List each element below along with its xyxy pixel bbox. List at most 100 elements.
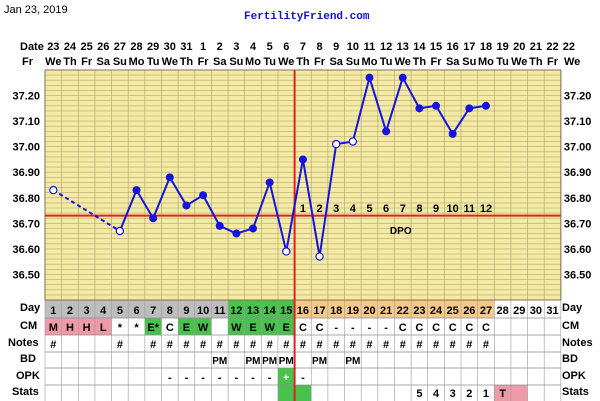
day-value: 14 bbox=[264, 305, 277, 317]
day-cell bbox=[544, 300, 561, 318]
notes-value: # bbox=[450, 339, 456, 351]
day-value: 9 bbox=[183, 305, 189, 317]
day-value: 29 bbox=[513, 305, 525, 317]
bd-value: PM bbox=[212, 356, 227, 367]
date-tick-label: 10 bbox=[347, 41, 359, 53]
date-tick-label: 25 bbox=[80, 41, 92, 53]
y-tick-label-right: 37.10 bbox=[564, 116, 592, 128]
dpo-number: 4 bbox=[350, 203, 357, 215]
cm-value: - bbox=[384, 322, 388, 334]
temp-line-segment bbox=[285, 159, 304, 252]
day-cell bbox=[244, 300, 262, 318]
weekday-tick-label: Th bbox=[63, 56, 77, 68]
opk-value: - bbox=[185, 372, 189, 384]
dpo-number: 6 bbox=[383, 203, 389, 215]
cm-cell bbox=[228, 318, 245, 335]
cm-value: C bbox=[432, 322, 440, 334]
opk-cell bbox=[277, 368, 295, 385]
cm-value: L bbox=[100, 322, 107, 334]
date-tick-label: 5 bbox=[267, 41, 273, 53]
weekday-tick-label: Tu bbox=[263, 56, 276, 68]
dpo-number: 9 bbox=[433, 203, 439, 215]
cm-value: H bbox=[83, 322, 91, 334]
day-cell bbox=[228, 300, 245, 318]
cm-cell bbox=[261, 318, 278, 335]
stats-cell bbox=[510, 385, 528, 401]
stats-value: 3 bbox=[450, 388, 456, 400]
dpo-label: DPO bbox=[390, 226, 412, 237]
temp-point bbox=[132, 186, 141, 195]
day-cell bbox=[194, 300, 212, 318]
temp-line-segment bbox=[152, 176, 171, 219]
cm-value: * bbox=[118, 322, 123, 334]
date-tick-label: 29 bbox=[147, 41, 159, 53]
temp-line-segment bbox=[118, 189, 138, 232]
day-cell bbox=[128, 300, 145, 318]
temp-point bbox=[465, 104, 474, 113]
temp-line-segment bbox=[351, 77, 371, 142]
stats-cell bbox=[277, 385, 295, 401]
day-cell bbox=[394, 300, 412, 318]
temp-line-segment bbox=[318, 143, 338, 257]
day-value: 26 bbox=[463, 305, 475, 317]
day-row-label-right: Day bbox=[562, 302, 583, 314]
temp-point bbox=[415, 104, 424, 113]
weekday-tick-label: Sa bbox=[213, 56, 227, 68]
temp-point bbox=[199, 191, 208, 200]
cm-value: - bbox=[334, 322, 338, 334]
day-cell bbox=[111, 300, 129, 318]
day-value: 28 bbox=[496, 305, 508, 317]
weekday-tick-label: Fr bbox=[314, 56, 326, 68]
day-value: 1 bbox=[50, 305, 56, 317]
day-cell bbox=[161, 300, 179, 318]
cm-cell bbox=[45, 318, 62, 335]
day-cell bbox=[78, 300, 95, 318]
notes-value: # bbox=[233, 339, 239, 351]
opk-value: - bbox=[251, 372, 255, 384]
temp-point-open bbox=[115, 226, 125, 236]
day-value: 15 bbox=[280, 305, 292, 317]
cm-value: W bbox=[264, 322, 275, 334]
cm-cell bbox=[94, 318, 112, 335]
temp-line-segment bbox=[135, 189, 155, 219]
cm-cell bbox=[277, 318, 295, 335]
cm-value: C bbox=[299, 322, 307, 334]
date-tick-label: 27 bbox=[114, 41, 126, 53]
opk-row-label-right: OPK bbox=[562, 370, 586, 382]
weekday-row-label-left: Fr bbox=[22, 56, 34, 68]
day-value: 31 bbox=[546, 305, 558, 317]
day-value: 18 bbox=[330, 305, 342, 317]
stats-cell bbox=[494, 385, 511, 401]
weekday-tick-label: Su bbox=[462, 56, 476, 68]
y-tick-label: 37.10 bbox=[12, 116, 40, 128]
cm-value: C bbox=[166, 322, 174, 334]
date-tick-label: 14 bbox=[413, 41, 426, 53]
opk-value: - bbox=[218, 372, 222, 384]
weekday-tick-label: Su bbox=[229, 56, 243, 68]
notes-row-label: Notes bbox=[8, 337, 39, 349]
day-value: 7 bbox=[150, 305, 156, 317]
site-name[interactable]: FertilityFriend.com bbox=[244, 11, 370, 23]
weekday-tick-label: Tu bbox=[380, 56, 393, 68]
dpo-number: 2 bbox=[316, 203, 322, 215]
weekday-tick-label: Sa bbox=[329, 56, 343, 68]
y-tick-label-right: 36.70 bbox=[564, 218, 592, 230]
day-cell bbox=[178, 300, 195, 318]
weekday-tick-label: Su bbox=[346, 56, 360, 68]
day-row-label: Day bbox=[20, 302, 41, 314]
temp-line-dashed bbox=[52, 189, 121, 232]
temp-line-segment bbox=[202, 194, 221, 227]
opk-value: - bbox=[235, 372, 239, 384]
cm-value: W bbox=[198, 322, 209, 334]
cm-cell bbox=[61, 318, 79, 335]
notes-value: # bbox=[383, 339, 389, 351]
opk-row-label: OPK bbox=[16, 370, 40, 382]
cm-value: C bbox=[449, 322, 457, 334]
day-value: 25 bbox=[447, 305, 459, 317]
table-background: 1 2 3 4 5 6 7 8 9 10 11 12 13 14 15 16 17 18 19 20 21 22 23 24 2… bbox=[44, 299, 562, 401]
date-tick-label: 9 bbox=[333, 41, 339, 53]
cm-value: M bbox=[49, 322, 58, 334]
temp-point bbox=[448, 129, 457, 138]
temp-point-open bbox=[49, 185, 58, 195]
